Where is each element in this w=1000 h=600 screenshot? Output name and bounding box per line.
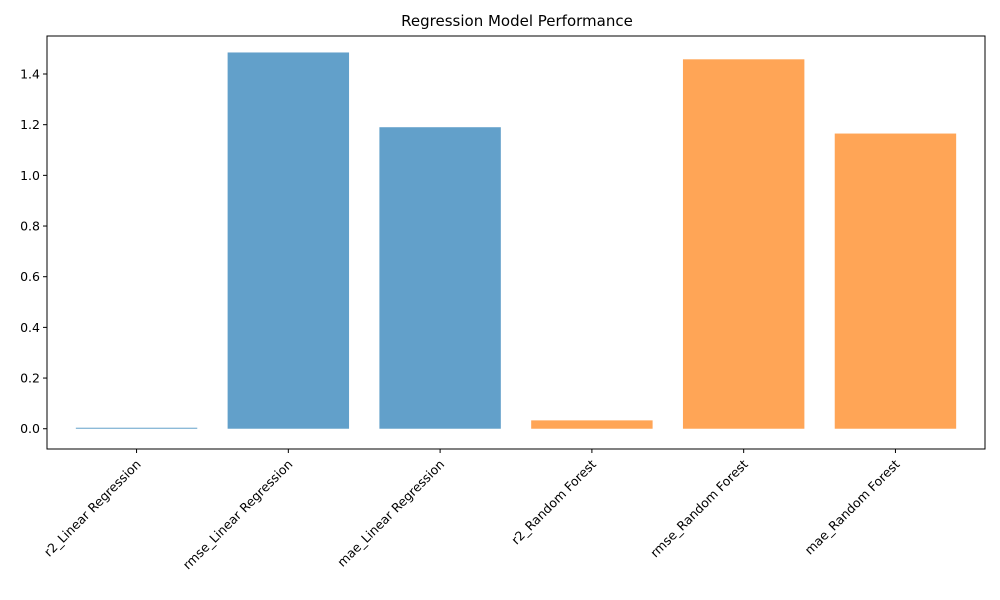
plot-area: 0.0 0.2 0.4 0.6 0.8 1.0 1.2 1.4 r2_Linear Regres…: [20, 35, 986, 573]
bar-6: [834, 133, 957, 429]
y-tick-label: 0.8: [20, 219, 40, 234]
bar-5: [682, 59, 805, 429]
y-tick-label: 1.2: [20, 117, 40, 132]
x-tick-label: rmse_Linear Regression: [180, 457, 296, 573]
bar-3: [379, 127, 501, 429]
x-tick-label: rmse_Random Forest: [647, 456, 751, 560]
y-tick-label: 0.6: [20, 269, 40, 284]
bar-1: [75, 427, 198, 429]
x-tick-label: mae_Linear Regression: [334, 457, 447, 570]
y-tick-label: 0.2: [20, 371, 40, 386]
axes-frame: [46, 35, 986, 450]
x-tick-label: r2_Linear Regression: [41, 457, 144, 560]
y-tick-label: 1.4: [20, 67, 40, 82]
y-tick-label: 1.0: [20, 168, 40, 183]
y-tick-label: 0.4: [20, 320, 40, 335]
x-tick-label: r2_Random Forest: [508, 456, 599, 547]
chart-title: Regression Model Performance: [401, 12, 633, 30]
bar-2: [227, 52, 350, 429]
bar-4: [531, 420, 653, 429]
x-tick-label: mae_Random Forest: [802, 456, 903, 557]
y-tick-label: 0.0: [20, 421, 40, 436]
